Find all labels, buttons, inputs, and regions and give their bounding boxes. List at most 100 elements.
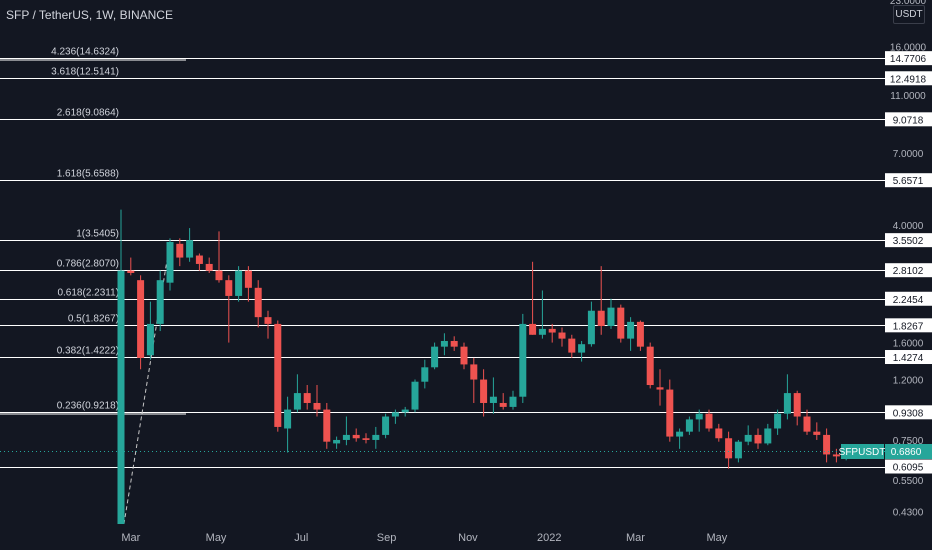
candle-down[interactable] [823,428,831,463]
candle-down[interactable] [636,320,644,351]
candle-down[interactable] [715,423,723,442]
candle-up[interactable] [538,290,546,339]
candle-down[interactable] [450,336,458,351]
candle-up[interactable] [411,379,419,413]
candle-up[interactable] [676,428,684,449]
candle-up[interactable] [156,270,164,332]
candle-down[interactable] [813,422,821,440]
candle-down[interactable] [656,369,664,406]
candle-up[interactable] [117,209,125,524]
candle-body [558,332,566,339]
candle-up[interactable] [382,413,390,439]
candle-up[interactable] [774,409,782,435]
candle-up[interactable] [578,340,586,362]
candle-down[interactable] [646,342,654,389]
candle-down[interactable] [725,431,733,469]
candle-down[interactable] [597,266,605,335]
candle-down[interactable] [313,385,321,417]
candle-body [411,381,419,410]
candle-up[interactable] [293,374,301,413]
candle-down[interactable] [558,327,566,347]
candle-up[interactable] [627,317,635,351]
candle-body [264,317,272,324]
time-axis[interactable]: Mar May Jul Sep Nov 2022 Mar May [0,524,932,550]
candle-down[interactable] [754,428,762,449]
candle-up[interactable] [333,436,341,449]
fib-price-tag [885,459,932,474]
candle-up[interactable] [284,396,292,453]
candle-down[interactable] [705,409,713,432]
candle-down[interactable] [617,304,625,343]
candle-body [764,428,772,444]
fib-price-tag [885,291,932,306]
candle-down[interactable] [499,393,507,410]
candle-up[interactable] [391,409,399,424]
candle-down[interactable] [254,280,262,328]
candle-down[interactable] [323,402,331,449]
candle-up[interactable] [431,342,439,370]
candle-up[interactable] [342,416,350,446]
candle-down[interactable] [244,266,252,302]
candle-up[interactable] [695,409,703,432]
candle-up[interactable] [607,298,615,329]
time-tick-label: Nov [458,532,478,544]
candle-up[interactable] [744,425,752,446]
candle-down[interactable] [460,342,468,370]
candle-down[interactable] [548,323,556,343]
candle-down[interactable] [352,428,360,442]
fib-price-tag-label: 0.6095 [893,463,924,474]
candle-down[interactable] [803,409,811,435]
price-tick-label: 16.0000 [890,43,927,54]
candle-down[interactable] [137,275,145,370]
fib-price-tag [885,112,932,127]
candle-up[interactable] [685,416,693,435]
fib-price-tag-label: 2.2454 [893,295,924,306]
candle-down[interactable] [470,357,478,403]
candle-body [568,338,576,353]
candle-up[interactable] [421,359,429,389]
candle-up[interactable] [440,333,448,356]
candle-down[interactable] [264,310,272,339]
candle-up[interactable] [519,313,527,403]
candle-body [754,434,762,444]
candle-body [803,416,811,432]
candle-body [813,431,821,435]
candle-up[interactable] [734,439,742,463]
time-axis-background [0,524,932,550]
candle-body [519,323,527,397]
candle-body [823,434,831,455]
candle-down[interactable] [480,369,488,417]
candle-down[interactable] [127,257,135,276]
candle-down[interactable] [568,334,576,358]
candle-up[interactable] [235,266,243,302]
candle-down[interactable] [215,231,223,283]
candle-down[interactable] [205,257,213,273]
symbol-title[interactable]: SFP / TetherUS, 1W, BINANCE [6,8,173,22]
price-axis[interactable]: 23.0000 16.0000 11.0000 7.0000 4.0000 1.6000 1… [885,0,932,550]
candle-body [587,310,595,345]
time-tick-label: May [206,532,227,544]
candle-down[interactable] [303,385,311,410]
candle-up[interactable] [764,423,772,446]
candle-body [627,321,635,339]
currency-selector[interactable]: USDT [893,5,925,24]
candle-down[interactable] [274,320,282,432]
time-tick-label: Mar [121,532,140,544]
candle-up[interactable] [587,301,595,347]
candle-up[interactable] [509,390,517,410]
candle-down[interactable] [176,238,184,267]
candle-up[interactable] [783,374,791,420]
candle-down[interactable] [793,390,801,426]
candle-up[interactable] [372,426,380,449]
candle-down[interactable] [225,275,233,343]
candle-down[interactable] [362,433,370,444]
candle-down[interactable] [195,253,203,271]
candle-down[interactable] [666,379,674,442]
candle-up[interactable] [401,406,409,417]
candle-up[interactable] [186,228,194,262]
candle-up[interactable] [166,238,174,291]
candle-down[interactable] [529,261,537,335]
candle-up[interactable] [489,377,497,414]
candle-up[interactable] [146,301,154,360]
